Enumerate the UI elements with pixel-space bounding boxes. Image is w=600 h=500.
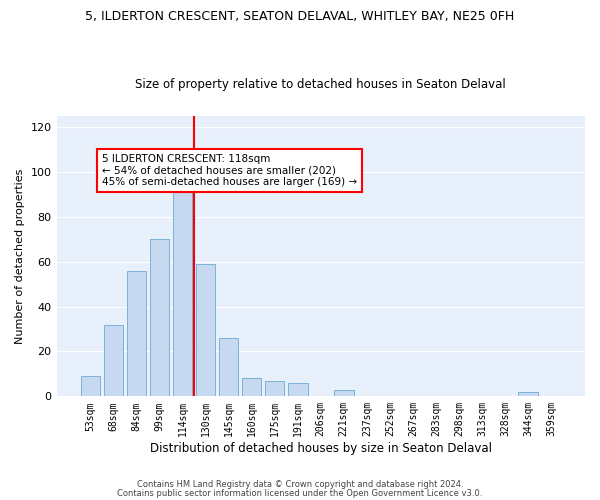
Bar <box>219 338 238 396</box>
Y-axis label: Number of detached properties: Number of detached properties <box>15 168 25 344</box>
Bar <box>173 170 193 396</box>
Bar <box>196 264 215 396</box>
Bar <box>288 383 308 396</box>
Text: 5 ILDERTON CRESCENT: 118sqm
← 54% of detached houses are smaller (202)
45% of se: 5 ILDERTON CRESCENT: 118sqm ← 54% of det… <box>102 154 357 187</box>
Title: Size of property relative to detached houses in Seaton Delaval: Size of property relative to detached ho… <box>136 78 506 91</box>
Text: Contains HM Land Registry data © Crown copyright and database right 2024.: Contains HM Land Registry data © Crown c… <box>137 480 463 489</box>
Bar <box>149 239 169 396</box>
Text: 5, ILDERTON CRESCENT, SEATON DELAVAL, WHITLEY BAY, NE25 0FH: 5, ILDERTON CRESCENT, SEATON DELAVAL, WH… <box>85 10 515 23</box>
Bar <box>518 392 538 396</box>
Bar <box>104 324 123 396</box>
Bar <box>80 376 100 396</box>
Bar <box>265 380 284 396</box>
Bar <box>242 378 262 396</box>
Text: Contains public sector information licensed under the Open Government Licence v3: Contains public sector information licen… <box>118 488 482 498</box>
X-axis label: Distribution of detached houses by size in Seaton Delaval: Distribution of detached houses by size … <box>150 442 492 455</box>
Bar <box>334 390 353 396</box>
Bar <box>127 270 146 396</box>
